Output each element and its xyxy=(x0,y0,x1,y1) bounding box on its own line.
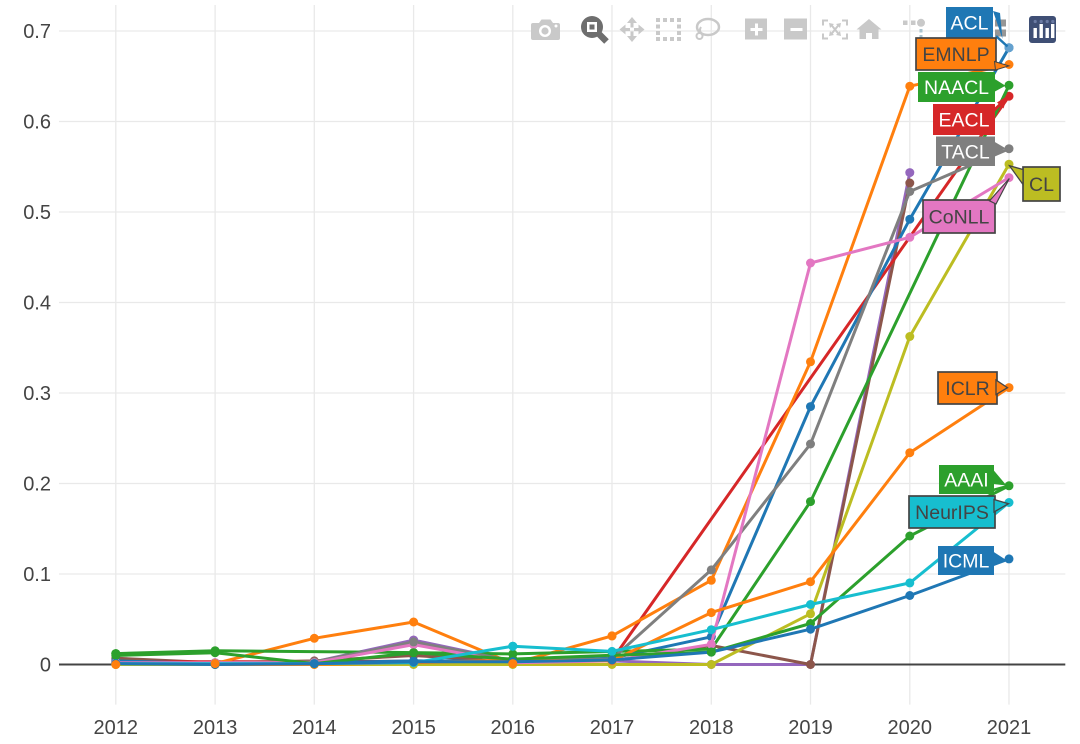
svg-text:2021: 2021 xyxy=(987,717,1032,739)
svg-text:CoNLL: CoNLL xyxy=(929,207,990,229)
svg-text:NeurIPS: NeurIPS xyxy=(915,502,989,524)
svg-text:2019: 2019 xyxy=(788,717,833,739)
svg-text:0.7: 0.7 xyxy=(23,21,51,43)
svg-text:2016: 2016 xyxy=(491,717,536,739)
svg-text:2018: 2018 xyxy=(689,717,734,739)
svg-text:0.3: 0.3 xyxy=(23,383,51,405)
svg-text:0.4: 0.4 xyxy=(23,293,51,315)
svg-text:0.5: 0.5 xyxy=(23,202,51,224)
svg-text:TACL: TACL xyxy=(941,141,990,163)
svg-text:ACL: ACL xyxy=(951,12,989,34)
svg-text:ICML: ICML xyxy=(943,551,990,573)
svg-text:2014: 2014 xyxy=(292,717,337,739)
svg-text:NAACL: NAACL xyxy=(924,77,989,99)
svg-text:0: 0 xyxy=(40,655,51,677)
svg-text:EACL: EACL xyxy=(939,110,990,132)
svg-text:AAAI: AAAI xyxy=(944,470,988,492)
svg-text:ICLR: ICLR xyxy=(945,378,989,400)
svg-text:0.6: 0.6 xyxy=(23,112,51,134)
svg-text:2015: 2015 xyxy=(391,717,436,739)
svg-text:2013: 2013 xyxy=(193,717,238,739)
svg-text:2017: 2017 xyxy=(590,717,635,739)
svg-text:2012: 2012 xyxy=(94,717,139,739)
svg-text:EMNLP: EMNLP xyxy=(922,44,989,66)
svg-text:CL: CL xyxy=(1029,174,1054,196)
svg-text:0.1: 0.1 xyxy=(23,564,51,586)
svg-text:2020: 2020 xyxy=(888,717,933,739)
svg-text:0.2: 0.2 xyxy=(23,474,51,496)
